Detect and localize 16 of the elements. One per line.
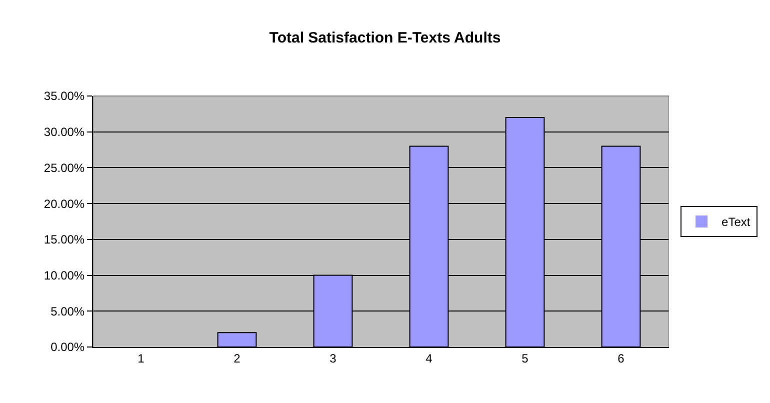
y-tick-label: 25.00% bbox=[44, 160, 85, 175]
chart-title: Total Satisfaction E-Texts Adults bbox=[269, 30, 501, 47]
y-tick-label: 35.00% bbox=[44, 89, 85, 104]
y-tick-label: 0.00% bbox=[50, 340, 85, 354]
x-tick-label: 1 bbox=[138, 351, 145, 366]
y-tick-label: 5.00% bbox=[50, 304, 85, 318]
x-tick-label: 2 bbox=[234, 351, 241, 366]
y-tick-label: 15.00% bbox=[44, 232, 85, 247]
y-tick-label: 20.00% bbox=[44, 196, 85, 211]
y-tick-label: 10.00% bbox=[44, 268, 85, 282]
x-tick-label: 6 bbox=[618, 351, 625, 366]
x-tick-label: 3 bbox=[330, 351, 337, 366]
legend-label: eText bbox=[722, 215, 751, 230]
x-tick-label: 5 bbox=[522, 351, 529, 366]
y-tick-label: 30.00% bbox=[44, 125, 85, 140]
x-tick-label: 4 bbox=[426, 351, 433, 366]
